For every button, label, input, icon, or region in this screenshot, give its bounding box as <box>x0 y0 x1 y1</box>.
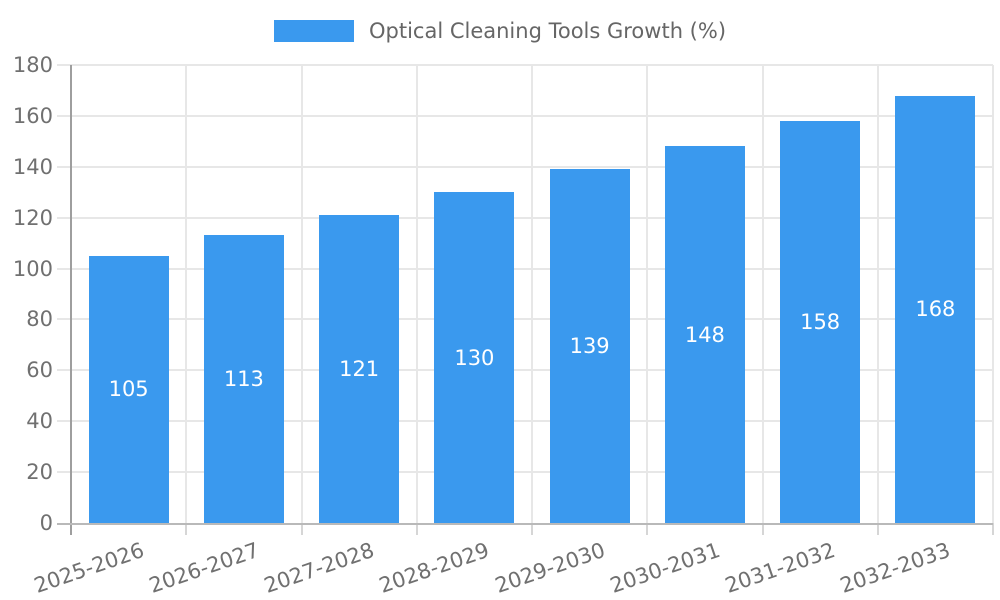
x-axis-tick <box>531 523 533 535</box>
bar-value-label: 130 <box>454 345 495 370</box>
grid-line-horizontal <box>57 165 993 168</box>
grid-line-vertical <box>876 65 879 523</box>
bar-2026-2027[interactable] <box>203 235 284 523</box>
chart-legend[interactable]: Optical Cleaning Tools Growth (%) <box>0 19 1000 43</box>
y-axis-line <box>70 65 72 535</box>
grid-line-vertical <box>185 65 188 523</box>
y-axis-tick-label: 40 <box>26 409 53 434</box>
grid-line-vertical <box>646 65 649 523</box>
bar-2029-2030[interactable] <box>549 169 630 523</box>
y-axis-tick-label: 140 <box>12 154 53 179</box>
y-axis-tick-label: 160 <box>12 103 53 128</box>
bar-value-label: 113 <box>223 367 264 392</box>
grid-line-horizontal <box>57 114 993 117</box>
bar-value-label: 168 <box>915 297 956 322</box>
x-axis-tick <box>300 523 303 535</box>
bar-value-label: 105 <box>108 377 149 402</box>
x-axis-tick <box>415 523 418 535</box>
y-axis-tick-label: 60 <box>26 358 53 383</box>
y-axis-tick-label: 100 <box>12 256 53 281</box>
y-axis-tick-label: 120 <box>12 205 53 230</box>
grid-line-vertical <box>992 65 994 523</box>
bar-value-label: 148 <box>684 322 725 347</box>
y-axis-tick-label: 80 <box>26 307 53 332</box>
bar-2027-2028[interactable] <box>319 215 400 523</box>
grid-line-horizontal <box>57 318 993 321</box>
x-axis-tick <box>761 523 764 535</box>
bar-2031-2032[interactable] <box>780 120 861 523</box>
bar-2032-2033[interactable] <box>895 95 976 523</box>
y-axis-tick-label: 0 <box>39 511 53 535</box>
grid-line-horizontal <box>57 64 993 66</box>
x-axis-tick <box>185 523 188 535</box>
bar-value-label: 139 <box>569 334 610 359</box>
x-axis-line <box>57 523 993 525</box>
legend-label: Optical Cleaning Tools Growth (%) <box>368 19 727 43</box>
legend-swatch <box>273 20 354 42</box>
bar-2030-2031[interactable] <box>664 146 745 523</box>
bar-value-label: 121 <box>339 357 380 382</box>
grid-line-horizontal <box>57 420 993 423</box>
bar-value-label: 158 <box>800 309 841 334</box>
bar-2025-2026[interactable] <box>88 255 169 523</box>
grid-line-horizontal <box>57 216 993 219</box>
grid-line-horizontal <box>57 267 993 270</box>
grid-line-horizontal <box>57 471 993 474</box>
bar-2028-2029[interactable] <box>434 192 515 523</box>
grid-line-vertical <box>300 65 303 523</box>
grid-line-vertical <box>531 65 533 523</box>
x-axis-tick <box>646 523 649 535</box>
y-axis-tick-label: 180 <box>12 53 53 77</box>
x-axis-tick <box>876 523 879 535</box>
grid-line-horizontal <box>57 369 993 372</box>
y-axis-tick-label: 20 <box>26 460 53 485</box>
grid-line-vertical <box>415 65 418 523</box>
grid-line-vertical <box>761 65 764 523</box>
x-axis-tick <box>992 523 994 535</box>
